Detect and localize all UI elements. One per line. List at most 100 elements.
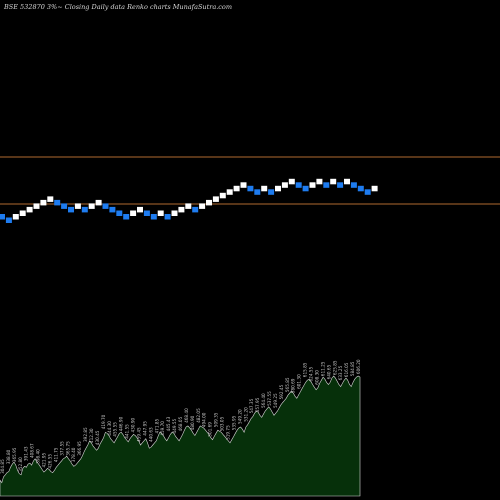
up-brick	[212, 196, 219, 202]
up-brick	[371, 185, 378, 192]
down-brick	[337, 182, 344, 188]
down-brick	[123, 214, 130, 220]
up-brick	[316, 178, 323, 185]
volume-label: 615.85	[303, 362, 308, 377]
volume-label: 419.70	[101, 414, 106, 429]
up-brick	[261, 185, 268, 192]
up-brick	[26, 206, 33, 213]
down-brick	[164, 214, 171, 220]
volume-label: 421.95	[42, 453, 47, 468]
volume-label: 455.55	[113, 422, 118, 437]
up-brick	[226, 189, 233, 195]
down-brick	[150, 214, 157, 220]
volume-label: 564.40	[261, 393, 266, 408]
volume-label: 608.30	[315, 370, 320, 385]
down-brick	[143, 210, 150, 216]
renko-bricks	[0, 178, 378, 223]
volume-label: 501.69	[208, 422, 213, 437]
down-brick	[268, 189, 275, 195]
volume-label: 549.25	[273, 393, 278, 408]
level-lines	[0, 156, 500, 205]
volume-label: 444.30	[107, 421, 112, 436]
volume-label: 494.00	[202, 412, 207, 427]
down-brick	[357, 185, 364, 192]
volume-label: 606.20	[356, 359, 361, 374]
down-brick	[61, 203, 68, 209]
up-brick	[206, 199, 212, 206]
volume-label: 640.65	[326, 364, 331, 379]
volume-area	[0, 375, 361, 497]
volume-label: 430.45	[95, 430, 100, 445]
volume-label: 468.05	[178, 416, 183, 431]
up-brick	[157, 210, 164, 216]
up-brick	[19, 210, 26, 216]
up-brick	[330, 178, 337, 185]
volume-label: 377.55	[59, 441, 64, 456]
down-brick	[54, 199, 61, 206]
volume-label: 471.85	[154, 419, 159, 434]
volume-label: 366.95	[77, 441, 82, 456]
volume-label: 365.75	[65, 441, 70, 456]
down-brick	[364, 189, 371, 195]
volume-label: 459.70	[160, 421, 165, 436]
volume-label: 547.35	[249, 398, 254, 413]
volume-label: 624.55	[309, 367, 314, 382]
volume-label: 426.55	[48, 454, 53, 469]
volume-label: 338.80	[6, 449, 11, 464]
up-brick	[275, 185, 281, 192]
up-brick	[309, 182, 316, 188]
up-brick	[344, 178, 350, 185]
chart-header: BSE 532870 3%~ Closing Daily data Renko …	[4, 3, 232, 11]
down-brick	[254, 189, 261, 195]
down-brick	[302, 185, 309, 192]
down-brick	[0, 214, 5, 220]
down-brick	[116, 210, 123, 216]
down-brick	[81, 206, 88, 213]
up-brick	[47, 196, 54, 202]
volume-label: 592.45	[279, 385, 284, 400]
up-brick	[12, 214, 19, 220]
volume-label: 509.35	[214, 412, 219, 427]
down-brick	[109, 206, 116, 213]
up-brick	[178, 206, 185, 213]
down-brick	[247, 185, 254, 192]
volume-label: 549.20	[237, 409, 242, 424]
down-brick	[5, 217, 12, 223]
volume-label: 398.40	[36, 449, 41, 464]
up-brick	[199, 203, 206, 209]
volume-label: 440.63	[148, 427, 153, 442]
up-brick	[171, 210, 178, 216]
up-brick	[281, 182, 288, 188]
up-brick	[233, 185, 240, 192]
volume-label: 565.85	[285, 377, 290, 392]
down-brick	[295, 182, 302, 188]
volume-label: 446.90	[119, 416, 124, 431]
up-brick	[74, 203, 81, 209]
down-brick	[323, 182, 330, 188]
down-brick	[68, 206, 74, 213]
volume-label: 625.85	[332, 360, 337, 375]
up-brick	[137, 206, 143, 213]
down-brick	[192, 206, 199, 213]
volume-label: 378.40	[71, 447, 76, 462]
volume-label: 408.67	[30, 443, 35, 458]
volume-label: 601.30	[297, 374, 302, 389]
volume-label: 411.75	[53, 447, 58, 462]
volume-label: 584.85	[350, 361, 355, 376]
volume-label: 580.69	[291, 378, 296, 393]
volume-label: 304.85	[0, 459, 5, 474]
volume-label: 611.25	[320, 361, 325, 376]
volume-label: 633.25	[338, 365, 343, 380]
volume-label: 392.85	[83, 427, 88, 442]
up-brick	[95, 199, 102, 206]
volume-label: 391.43	[24, 446, 29, 461]
up-brick	[240, 182, 247, 188]
volume-label: 503.05	[220, 416, 225, 431]
volume-label: 449.55	[172, 419, 177, 434]
volume-label: 537.55	[267, 391, 272, 406]
volume-label: 557.95	[255, 397, 260, 412]
volume-label: 482.05	[196, 408, 201, 423]
volume-area-shape	[0, 375, 361, 497]
